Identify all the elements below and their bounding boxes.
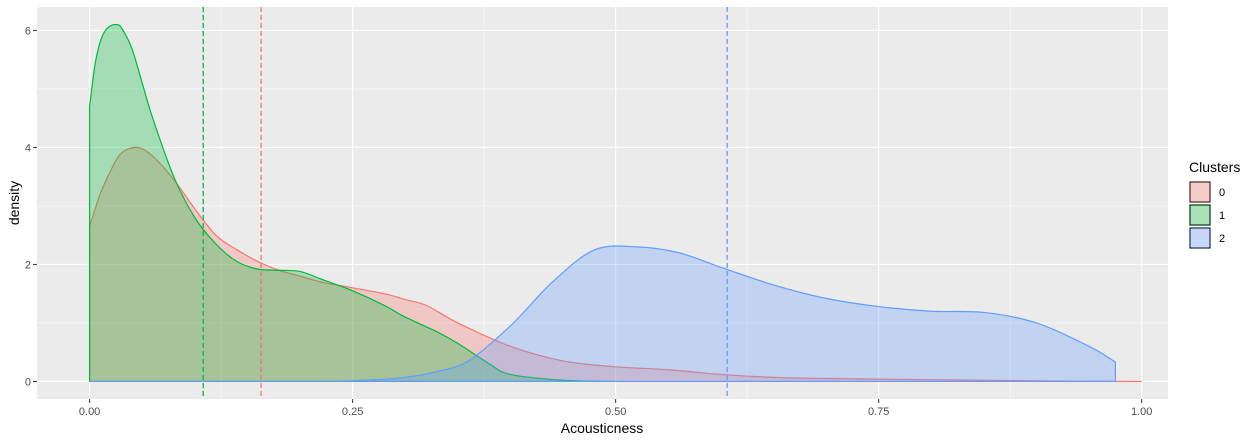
x-tick-label: 0.00	[79, 406, 100, 418]
x-tick-label: 0.25	[342, 406, 363, 418]
legend-title: Clusters	[1189, 159, 1240, 175]
grid-major	[37, 7, 1168, 399]
x-axis-title: Acousticness	[561, 420, 643, 436]
legend-label-0: 0	[1219, 187, 1225, 199]
density-area-series-0	[89, 146, 1142, 383]
legend-key-border	[1189, 227, 1211, 249]
legend-key-1	[1189, 204, 1211, 226]
legend-label-1: 1	[1219, 210, 1225, 222]
legend-key-bg	[1189, 181, 1211, 203]
x-axis-ticks: 0.00 0.25 0.50 0.75 1.00	[79, 399, 1152, 418]
legend-key-0	[1189, 181, 1211, 203]
grid-minor	[37, 7, 1168, 399]
x-tick-label: 0.75	[868, 406, 889, 418]
legend-key-2	[1189, 227, 1211, 249]
y-tick-label: 0	[25, 376, 31, 388]
plot-panel	[37, 7, 1168, 399]
legend-key-border	[1189, 204, 1211, 226]
x-tick-label: 1.00	[1131, 406, 1152, 418]
mean-lines	[202, 7, 728, 399]
legend: Clusters 0 1 2	[1189, 159, 1240, 249]
legend-key-border	[1189, 181, 1211, 203]
y-axis-ticks: 0 2 4 6	[25, 25, 37, 388]
density-area-series-2	[89, 245, 1116, 383]
x-tick-label: 0.50	[605, 406, 626, 418]
y-tick-label: 6	[25, 25, 31, 37]
y-axis-title: density	[6, 181, 22, 225]
legend-key-bg	[1189, 227, 1211, 249]
y-tick-label: 4	[25, 142, 31, 154]
density-areas	[89, 23, 1142, 383]
legend-key-bg	[1189, 204, 1211, 226]
y-tick-label: 2	[25, 259, 31, 271]
density-area-series-1	[89, 23, 616, 383]
legend-label-2: 2	[1219, 233, 1225, 245]
